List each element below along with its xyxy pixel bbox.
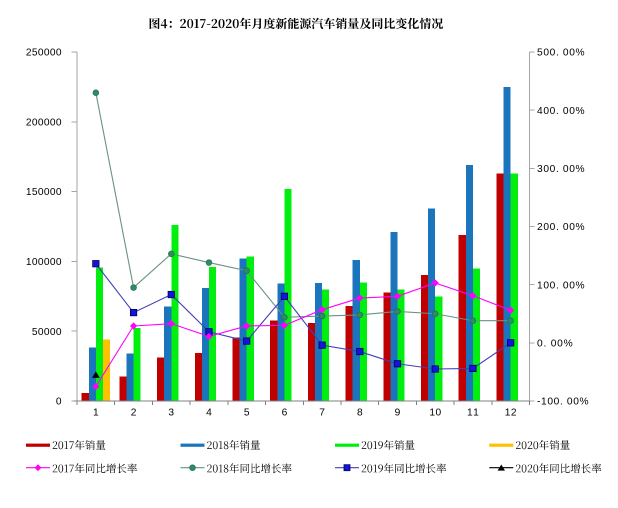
svg-text:0: 0 [56,397,62,408]
svg-text:2: 2 [131,408,137,419]
svg-text:10: 10 [429,408,441,419]
svg-text:250000: 250000 [26,48,62,59]
svg-text:0. 00%: 0. 00% [537,338,573,349]
svg-text:5: 5 [244,408,250,419]
svg-text:200. 00%: 200. 00% [537,222,585,233]
svg-text:4: 4 [206,408,212,419]
svg-text:150000: 150000 [26,187,62,198]
svg-text:50000: 50000 [32,327,62,338]
svg-text:400. 00%: 400. 00% [537,106,585,117]
svg-text:7: 7 [319,408,325,419]
svg-text:12: 12 [505,408,517,419]
svg-text:3: 3 [168,408,174,419]
svg-text:500. 00%: 500. 00% [537,48,585,59]
svg-text:-100. 00%: -100. 00% [537,397,589,408]
svg-text:100. 00%: 100. 00% [537,280,585,291]
svg-text:1: 1 [93,408,99,419]
svg-text:6: 6 [282,408,288,419]
svg-text:9: 9 [395,408,401,419]
svg-text:100000: 100000 [26,257,62,268]
svg-text:200000: 200000 [26,117,62,128]
svg-text:8: 8 [357,408,363,419]
svg-text:300. 00%: 300. 00% [537,164,585,175]
svg-text:11: 11 [467,408,479,419]
